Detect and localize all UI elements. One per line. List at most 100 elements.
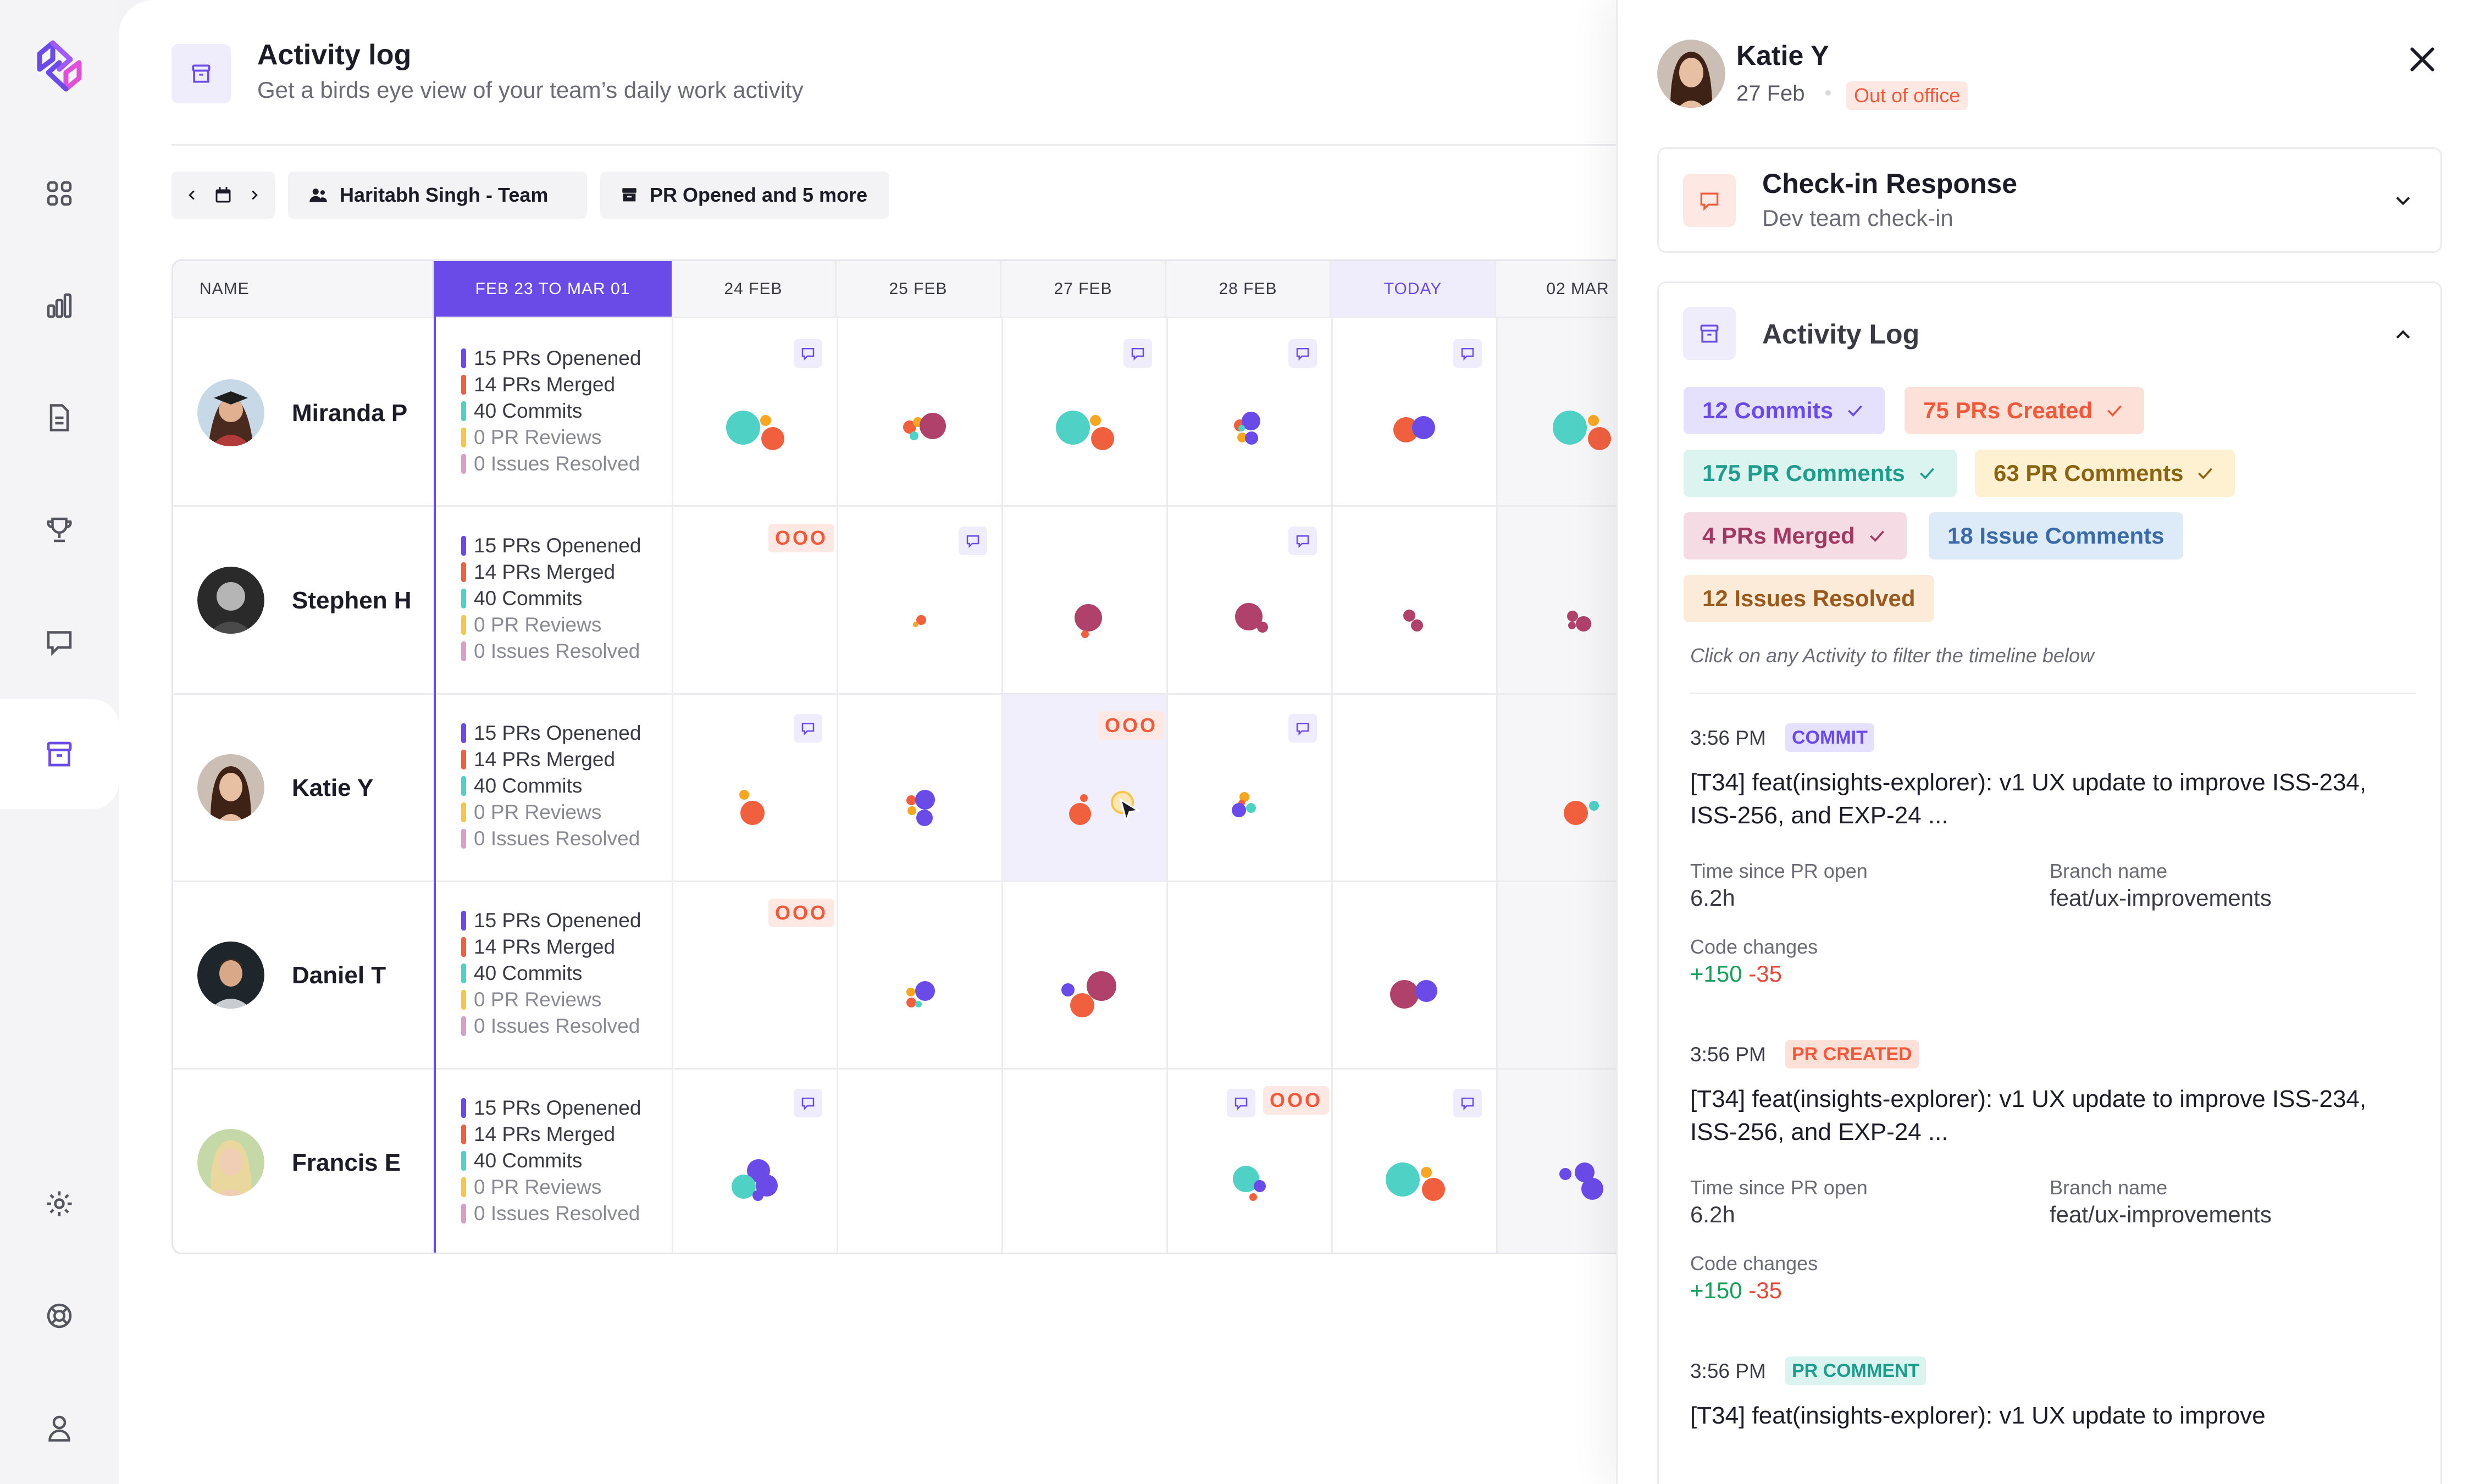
column-header-day[interactable]: 25 FEB — [837, 261, 1001, 318]
activity-dot[interactable] — [1581, 1178, 1603, 1200]
nav-activity-log[interactable] — [31, 726, 88, 783]
nav-dashboard[interactable] — [31, 165, 88, 222]
checkin-chip[interactable] — [794, 1089, 822, 1117]
activity-dot[interactable] — [1069, 803, 1091, 825]
avatar[interactable] — [197, 379, 264, 446]
ooo-chip[interactable]: OOO — [1098, 711, 1165, 740]
activity-dot[interactable] — [752, 1190, 763, 1201]
checkin-chip[interactable] — [1288, 714, 1317, 743]
chevron-right-icon[interactable] — [246, 187, 263, 203]
activity-dot[interactable] — [1075, 604, 1102, 632]
ooo-chip[interactable]: OOO — [768, 899, 835, 927]
activity-dot[interactable] — [726, 411, 760, 445]
column-header-day[interactable]: 02 MAR — [1496, 261, 1634, 318]
member-name[interactable]: Katie Y — [292, 774, 374, 801]
member-name[interactable]: Miranda P — [292, 400, 408, 427]
activity-filter[interactable]: PR Opened and 5 more — [600, 171, 889, 219]
activity-dot[interactable] — [920, 413, 946, 439]
activity-dot[interactable] — [1568, 622, 1576, 629]
activity-dot[interactable] — [1081, 630, 1089, 638]
activity-dot[interactable] — [1239, 792, 1249, 802]
activity-dot[interactable] — [915, 790, 935, 810]
filter-pill-issue-comments[interactable]: 18 Issue Comments — [1929, 512, 2183, 560]
nav-messages[interactable] — [31, 613, 88, 671]
checkin-chip[interactable] — [794, 339, 822, 368]
activity-dot[interactable] — [1422, 1178, 1445, 1201]
activity-dot[interactable] — [915, 1001, 922, 1007]
activity-dot[interactable] — [1087, 971, 1116, 1001]
activity-dot[interactable] — [1564, 801, 1588, 825]
activity-dot[interactable] — [907, 806, 916, 815]
nav-settings[interactable] — [31, 1175, 88, 1232]
column-header-today[interactable]: TODAY — [1331, 261, 1496, 318]
activity-dot[interactable] — [740, 801, 765, 825]
calendar-icon[interactable] — [213, 185, 233, 205]
filter-pill-prs-merged[interactable]: 4 PRs Merged — [1684, 512, 1907, 560]
activity-dot[interactable] — [1576, 616, 1591, 632]
activity-dot[interactable] — [913, 622, 918, 627]
activity-dot[interactable] — [732, 1175, 756, 1199]
chevron-down-icon[interactable] — [2391, 189, 2415, 213]
activity-dot[interactable] — [1245, 431, 1258, 445]
filter-pill-commits[interactable]: 12 Commits — [1684, 387, 1885, 434]
checkin-chip[interactable] — [1288, 527, 1317, 555]
activity-dot[interactable] — [1249, 1193, 1257, 1201]
checkin-chip[interactable] — [1227, 1089, 1255, 1117]
nav-achievements[interactable] — [31, 501, 88, 558]
avatar[interactable] — [197, 567, 264, 634]
chevron-up-icon[interactable] — [2391, 323, 2415, 347]
activity-dot[interactable] — [916, 810, 933, 826]
event-title[interactable]: [T34] feat(insights-explorer): v1 UX upd… — [1690, 1402, 2266, 1429]
checkin-chip[interactable] — [1453, 1089, 1482, 1117]
checkin-chip[interactable] — [1288, 339, 1317, 368]
activity-dot[interactable] — [1412, 416, 1435, 439]
activity-dot[interactable] — [1238, 425, 1245, 431]
activity-dot[interactable] — [1056, 411, 1090, 445]
activity-dot[interactable] — [1588, 415, 1599, 426]
event-title[interactable]: [T34] feat(insights-explorer): v1 UX upd… — [1690, 769, 2367, 829]
activity-dot[interactable] — [739, 790, 749, 800]
avatar[interactable] — [197, 754, 264, 821]
checkin-chip[interactable] — [959, 527, 987, 555]
activity-dot[interactable] — [910, 431, 918, 440]
checkin-chip[interactable] — [794, 714, 822, 743]
activity-dot[interactable] — [1237, 433, 1247, 442]
filter-pill-prs-created[interactable]: 75 PRs Created — [1905, 387, 2145, 434]
activity-dot[interactable] — [916, 615, 926, 625]
nav-help[interactable] — [31, 1287, 88, 1344]
nav-documents[interactable] — [31, 389, 88, 446]
activity-dot[interactable] — [1421, 1167, 1432, 1178]
activity-dot[interactable] — [1403, 610, 1415, 622]
activity-dot[interactable] — [1553, 411, 1587, 445]
avatar[interactable] — [197, 942, 264, 1009]
activity-dot[interactable] — [915, 981, 935, 1001]
event-title[interactable]: [T34] feat(insights-explorer): v1 UX upd… — [1690, 1086, 2367, 1145]
activity-dot[interactable] — [906, 795, 916, 805]
activity-dot[interactable] — [760, 415, 771, 426]
activity-dot[interactable] — [1080, 794, 1088, 802]
checkin-card[interactable]: Check-in Response Dev team check-in — [1657, 147, 2442, 253]
activity-dot[interactable] — [1386, 1162, 1420, 1197]
app-logo[interactable] — [29, 35, 90, 97]
activity-dot[interactable] — [1588, 427, 1611, 450]
activity-dot[interactable] — [1091, 427, 1114, 450]
activity-dot[interactable] — [1589, 801, 1599, 811]
nav-profile[interactable] — [31, 1399, 88, 1457]
avatar[interactable] — [197, 1129, 264, 1196]
chevron-left-icon[interactable] — [184, 187, 200, 203]
filter-pill-pr-comments[interactable]: 175 PR Comments — [1684, 450, 1957, 497]
activity-dot[interactable] — [1411, 619, 1423, 632]
column-header-week[interactable]: FEB 23 TO MAR 01 — [434, 261, 672, 318]
ooo-chip[interactable]: OOO — [768, 524, 835, 552]
column-header-day[interactable]: 27 FEB — [1001, 261, 1166, 318]
activity-dot[interactable] — [1254, 1180, 1266, 1192]
column-header-day[interactable]: 24 FEB — [672, 261, 837, 318]
column-header-day[interactable]: 28 FEB — [1166, 261, 1331, 318]
member-name[interactable]: Francis E — [292, 1149, 401, 1176]
member-name[interactable]: Stephen H — [292, 587, 412, 614]
activity-dot[interactable] — [1061, 983, 1075, 996]
checkin-chip[interactable] — [1123, 339, 1152, 368]
activity-dot[interactable] — [1390, 980, 1419, 1009]
checkin-chip[interactable] — [1453, 339, 1482, 368]
activity-dot[interactable] — [761, 427, 784, 450]
